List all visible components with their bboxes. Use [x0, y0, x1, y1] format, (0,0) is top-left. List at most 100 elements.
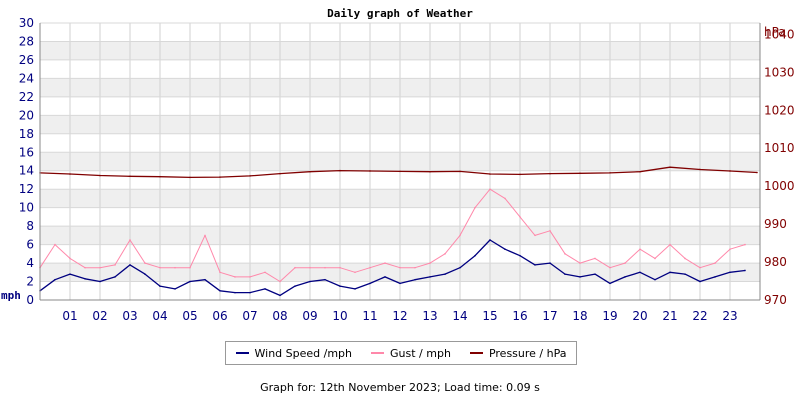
pressure-line-point — [519, 173, 521, 176]
left-tick-label: 12 — [19, 182, 34, 196]
x-axis-ticks: 01 02 03 04 05 06 07 08 09 10 11 12 13 14 15 16 17 18 19 20… — [62, 309, 737, 323]
wind-speed-line-point — [324, 278, 326, 281]
gust-line-point — [69, 257, 71, 260]
x-tick-label: 01 — [62, 309, 77, 323]
gust-line-point — [144, 262, 146, 264]
gust-line-point — [474, 206, 476, 209]
wind-speed-line-point — [489, 239, 491, 241]
pressure-line-point — [669, 166, 671, 168]
left-tick-label: 8 — [26, 219, 34, 233]
gust-line — [39, 188, 746, 282]
x-tick-label: 15 — [482, 309, 497, 323]
series-layer — [39, 166, 758, 297]
wind-speed-line-point — [174, 288, 176, 290]
left-tick-label: 16 — [19, 145, 34, 159]
x-tick-label: 17 — [542, 309, 557, 323]
x-tick-label: 07 — [242, 309, 257, 323]
wind-speed-line-point — [354, 288, 356, 290]
wind-speed-line-point — [669, 271, 671, 274]
wind-speed-line-point — [594, 273, 596, 275]
wind-speed-line-point — [144, 273, 146, 275]
pressure-line-point — [579, 172, 581, 175]
gust-line-point — [669, 243, 671, 246]
wind-speed-line-point — [99, 280, 101, 283]
pressure-line-point — [189, 176, 191, 179]
wind-speed-line-point — [69, 273, 71, 275]
left-tick-label: 14 — [19, 164, 34, 178]
x-tick-label: 11 — [362, 309, 377, 323]
wind-speed-line-point — [264, 288, 266, 290]
gust-line-point — [129, 239, 131, 241]
left-tick-label: 4 — [26, 256, 34, 270]
x-tick-label: 19 — [602, 309, 617, 323]
gust-line-point — [354, 271, 356, 274]
gust-line-point — [99, 266, 101, 269]
gust-line-point — [504, 197, 506, 200]
wind-speed-line-point — [84, 277, 86, 280]
gust-line-point — [219, 271, 221, 274]
wind-speed-line-point — [624, 276, 626, 278]
gust-line-point — [279, 280, 281, 283]
x-tick-label: 21 — [662, 309, 677, 323]
wind-speed-line-point — [189, 280, 191, 283]
right-tick-label: 970 — [764, 293, 787, 307]
wind-speed-line-point — [414, 278, 416, 281]
wind-speed-line-point — [234, 291, 236, 294]
wind-speed-line-point — [654, 278, 656, 281]
gust-line-point — [519, 216, 521, 218]
legend-item-pressure: Pressure / hPa — [469, 346, 567, 360]
legend-label-pressure: Pressure / hPa — [488, 346, 567, 360]
pressure-line-point — [99, 174, 101, 177]
wind-speed-line-point — [129, 264, 131, 266]
pressure-line-point — [729, 170, 731, 172]
gust-line-point — [84, 266, 86, 269]
pressure-line-point — [129, 175, 131, 178]
x-tick-label: 08 — [272, 309, 287, 323]
gust-line-point — [369, 266, 371, 269]
right-tick-label: 1010 — [764, 141, 795, 155]
left-tick-label: 2 — [26, 275, 34, 289]
gust-line-point — [429, 262, 431, 264]
gust-line-point — [639, 248, 641, 251]
right-tick-label: 980 — [764, 255, 787, 269]
right-tick-label: 1030 — [764, 65, 795, 79]
wind-speed-line — [39, 239, 746, 297]
gust-line-point — [594, 257, 596, 260]
right-axis-unit: hPa — [764, 25, 786, 39]
gust-line-point — [414, 266, 416, 269]
wind-speed-line-point — [309, 280, 311, 283]
gust-line-point — [54, 243, 56, 246]
wind-speed-line-point — [249, 291, 251, 294]
pressure-line-point — [219, 176, 221, 178]
left-tick-label: 20 — [19, 108, 34, 122]
x-tick-label: 13 — [422, 309, 437, 323]
wind-speed-line-point — [474, 254, 476, 257]
gust-line-point — [534, 234, 536, 237]
gust-line-point — [339, 266, 341, 269]
wind-speed-line-point — [714, 276, 716, 278]
x-tick-label: 04 — [152, 309, 167, 323]
x-tick-label: 16 — [512, 309, 527, 323]
wind-speed-line-point — [114, 276, 116, 278]
vertical-gridlines — [69, 23, 731, 300]
legend: Wind Speed /mph Gust / mph Pressure / hP… — [225, 341, 577, 365]
wind-speed-line-point — [279, 294, 281, 297]
wind-speed-line-point — [204, 278, 206, 281]
legend-label-gust: Gust / mph — [390, 346, 451, 360]
gust-line-point — [384, 262, 386, 264]
wind-speed-line-point — [534, 264, 536, 266]
wind-speed-line-point — [159, 285, 161, 287]
wind-speed-line-point — [339, 285, 341, 287]
gust-line-point — [489, 188, 491, 190]
gust-line-point — [699, 266, 701, 269]
wind-speed-line-point — [549, 262, 551, 264]
wind-speed-line-point — [639, 271, 641, 274]
left-tick-label: 6 — [26, 238, 34, 252]
gust-line-point — [744, 243, 746, 246]
left-tick-label: 18 — [19, 127, 34, 141]
gust-line-point — [324, 266, 326, 269]
gust-line-point — [564, 253, 566, 255]
left-axis-unit: mph — [1, 289, 21, 302]
x-tick-label: 20 — [632, 309, 647, 323]
